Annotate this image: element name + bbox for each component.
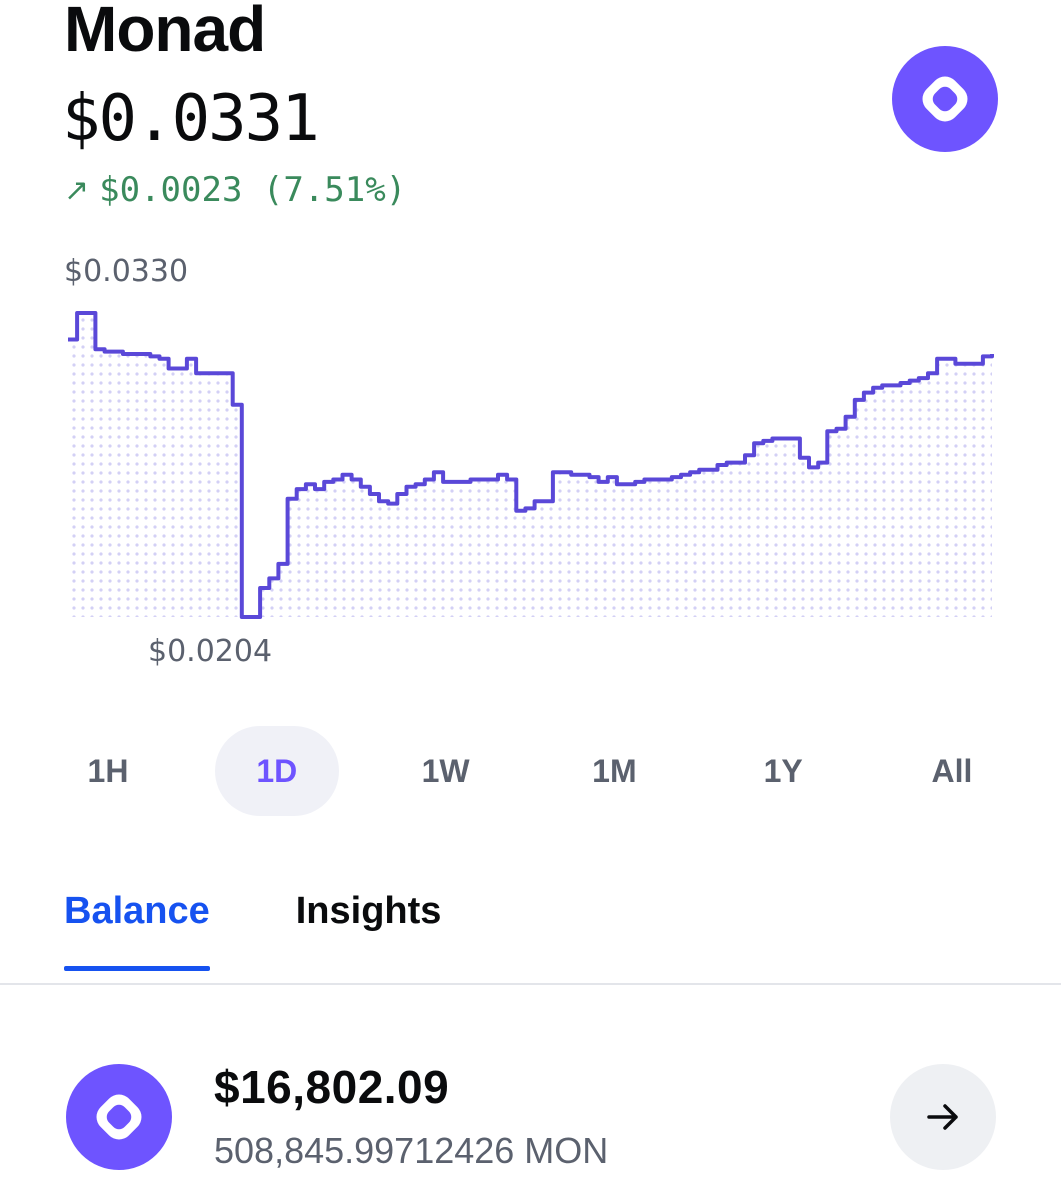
asset-tabs: Balance Insights (64, 890, 441, 971)
price-chart[interactable] (0, 300, 1061, 630)
range-1y[interactable]: 1Y (763, 752, 803, 789)
balance-crypto: 508,845.99712426 MON (214, 1130, 609, 1171)
balance-detail-button[interactable] (890, 1064, 996, 1170)
tab-balance[interactable]: Balance (64, 890, 210, 971)
chart-price-line (68, 311, 994, 619)
balance-fiat: $16,802.09 (214, 1061, 450, 1113)
chart-low-label: $0.0204 (148, 634, 273, 669)
tabs-divider (0, 983, 1061, 985)
range-1m[interactable]: 1M (592, 752, 637, 789)
price-change-value: $0.0023 (7.51%) (99, 170, 407, 210)
monad-logo-icon (892, 46, 998, 152)
price-change: ↗ $0.0023 (7.51%) (64, 170, 406, 210)
chart-high-label: $0.0330 (64, 254, 189, 289)
asset-title: Monad (64, 0, 266, 65)
chart-area-fill (68, 313, 992, 617)
range-1d[interactable]: 1D (214, 726, 339, 816)
trend-up-arrow-icon: ↗ (64, 172, 90, 208)
asset-price: $0.0331 (62, 82, 320, 156)
time-range-selector: 1H 1D 1W 1M 1Y All (46, 726, 1014, 816)
range-all[interactable]: All (931, 752, 973, 789)
tab-insights[interactable]: Insights (295, 890, 442, 932)
arrow-right-icon (927, 1104, 958, 1130)
range-1w[interactable]: 1W (421, 752, 470, 789)
monad-logo-icon (66, 1064, 172, 1170)
range-1h[interactable]: 1H (87, 752, 129, 789)
